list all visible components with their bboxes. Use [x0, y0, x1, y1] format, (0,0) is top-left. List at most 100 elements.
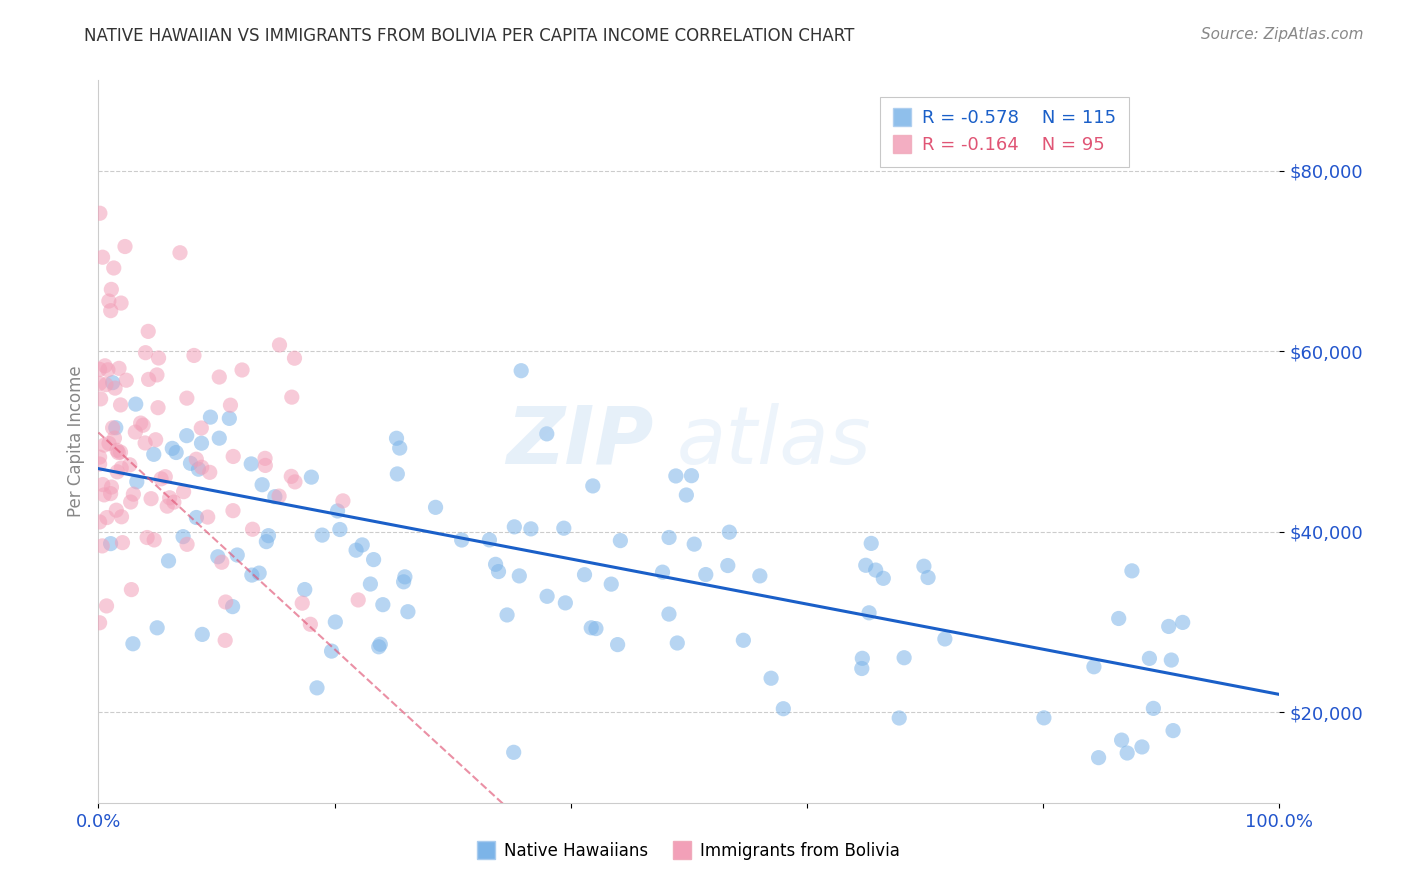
- Point: [396, 605, 419, 619]
- Point: [502, 745, 524, 759]
- Point: [860, 536, 883, 550]
- Point: [352, 538, 374, 552]
- Point: [305, 681, 328, 695]
- Point: [124, 425, 146, 439]
- Point: [496, 607, 519, 622]
- Point: [115, 373, 138, 387]
- Point: [326, 504, 349, 518]
- Point: [329, 523, 352, 537]
- Point: [294, 582, 316, 597]
- Point: [162, 442, 184, 456]
- Point: [156, 499, 179, 513]
- Point: [371, 598, 394, 612]
- Point: [96, 510, 118, 524]
- Point: [323, 615, 346, 629]
- Point: [100, 536, 122, 550]
- Point: [105, 443, 128, 458]
- Point: [100, 282, 122, 296]
- Point: [865, 563, 887, 577]
- Point: [103, 260, 125, 275]
- Point: [114, 239, 136, 253]
- Point: [107, 445, 129, 459]
- Point: [165, 445, 187, 459]
- Point: [150, 472, 173, 486]
- Point: [368, 637, 391, 651]
- Point: [104, 421, 127, 435]
- Point: [142, 447, 165, 461]
- Point: [574, 567, 596, 582]
- Point: [250, 477, 273, 491]
- Point: [176, 428, 198, 442]
- Text: ZIP: ZIP: [506, 402, 654, 481]
- Point: [139, 491, 162, 506]
- Point: [1157, 619, 1180, 633]
- Point: [110, 296, 132, 310]
- Point: [284, 475, 307, 489]
- Point: [190, 460, 212, 475]
- Point: [503, 520, 526, 534]
- Point: [97, 363, 120, 377]
- Point: [136, 325, 159, 339]
- Point: [169, 245, 191, 260]
- Point: [163, 495, 186, 509]
- Point: [172, 530, 194, 544]
- Point: [176, 537, 198, 551]
- Point: [1121, 564, 1143, 578]
- Point: [254, 458, 277, 473]
- Point: [1108, 611, 1130, 625]
- Point: [136, 531, 159, 545]
- Point: [122, 487, 145, 501]
- Point: [889, 711, 911, 725]
- Point: [125, 475, 148, 489]
- Point: [1032, 711, 1054, 725]
- Point: [90, 392, 112, 406]
- Point: [283, 351, 305, 366]
- Point: [214, 633, 236, 648]
- Point: [748, 569, 770, 583]
- Point: [132, 418, 155, 433]
- Point: [1111, 733, 1133, 747]
- Point: [658, 531, 681, 545]
- Point: [94, 359, 117, 373]
- Point: [157, 554, 180, 568]
- Point: [91, 250, 114, 264]
- Point: [772, 702, 794, 716]
- Point: [263, 490, 285, 504]
- Point: [148, 351, 170, 365]
- Point: [254, 534, 277, 549]
- Point: [118, 458, 141, 472]
- Point: [1161, 723, 1184, 738]
- Point: [855, 558, 877, 573]
- Point: [717, 558, 740, 573]
- Point: [385, 431, 408, 445]
- Point: [291, 596, 314, 610]
- Point: [91, 477, 114, 491]
- Point: [103, 431, 125, 445]
- Point: [111, 535, 134, 549]
- Point: [176, 391, 198, 405]
- Point: [257, 529, 280, 543]
- Point: [681, 468, 703, 483]
- Point: [536, 589, 558, 603]
- Point: [146, 368, 169, 382]
- Point: [97, 293, 120, 308]
- Point: [89, 376, 111, 391]
- Text: NATIVE HAWAIIAN VS IMMIGRANTS FROM BOLIVIA PER CAPITA INCOME CORRELATION CHART: NATIVE HAWAIIAN VS IMMIGRANTS FROM BOLIV…: [84, 27, 855, 45]
- Point: [718, 525, 741, 540]
- Point: [101, 421, 124, 435]
- Point: [394, 570, 416, 584]
- Point: [600, 577, 623, 591]
- Point: [585, 622, 607, 636]
- Point: [104, 381, 127, 395]
- Point: [281, 390, 304, 404]
- Point: [554, 596, 576, 610]
- Point: [89, 457, 111, 471]
- Point: [606, 638, 628, 652]
- Point: [105, 465, 128, 479]
- Point: [609, 533, 631, 548]
- Point: [359, 577, 381, 591]
- Point: [186, 510, 208, 524]
- Point: [695, 567, 717, 582]
- Point: [651, 565, 673, 579]
- Point: [100, 480, 122, 494]
